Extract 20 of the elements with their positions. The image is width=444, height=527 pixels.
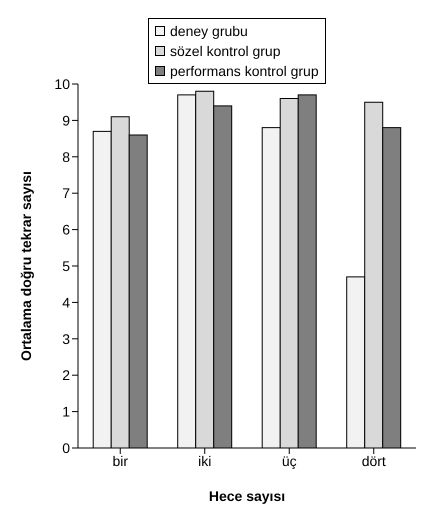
y-tick-label: 7 [62, 185, 70, 202]
x-tick-label: bir [112, 452, 128, 469]
legend-label: sözel kontrol grup [170, 42, 281, 61]
y-tick-label: 4 [62, 294, 70, 310]
x-tick-label: iki [198, 452, 212, 469]
y-tick-label: 5 [62, 258, 70, 274]
legend-label: performans kontrol grup [170, 62, 319, 81]
y-tick-label: 9 [62, 112, 70, 128]
x-axis-title: Hece sayısı [208, 488, 286, 504]
y-tick-label: 2 [62, 367, 70, 384]
x-tick-label: dört [362, 452, 386, 469]
y-tick-label: 0 [62, 440, 70, 456]
y-tick-label: 10 [54, 76, 70, 92]
y-tick-label: 1 [62, 404, 70, 420]
y-tick-label: 8 [62, 148, 70, 165]
x-tick-label: üç [282, 452, 297, 469]
y-tick-label: 6 [62, 222, 70, 238]
y-tick-label: 3 [62, 330, 70, 347]
y-axis-title: Ortalama doğru tekrar sayısı [18, 171, 34, 361]
legend-label: deney grubu [170, 22, 248, 41]
